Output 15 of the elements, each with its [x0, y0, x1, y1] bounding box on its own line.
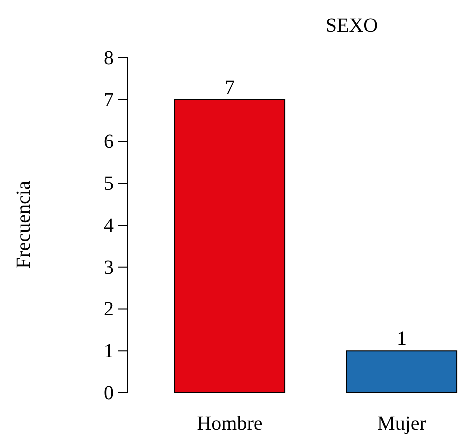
- y-tick-label: 2: [104, 298, 114, 321]
- chart-title: SEXO: [326, 15, 378, 37]
- data-label: 7: [225, 76, 235, 99]
- y-tick-label: 5: [104, 173, 114, 196]
- x-tick-label: Hombre: [197, 413, 263, 435]
- y-tick-label: 3: [104, 256, 114, 279]
- y-tick-label: 7: [104, 89, 114, 112]
- y-axis-title: Frecuencia: [13, 181, 35, 269]
- y-tick-label: 8: [104, 47, 114, 70]
- x-tick-label: Mujer: [378, 413, 427, 435]
- y-tick-label: 1: [104, 340, 114, 363]
- y-tick-label: 0: [104, 382, 114, 404]
- data-label: 1: [397, 328, 407, 350]
- y-tick-label: 4: [104, 214, 114, 237]
- y-tick-label: 6: [104, 131, 114, 154]
